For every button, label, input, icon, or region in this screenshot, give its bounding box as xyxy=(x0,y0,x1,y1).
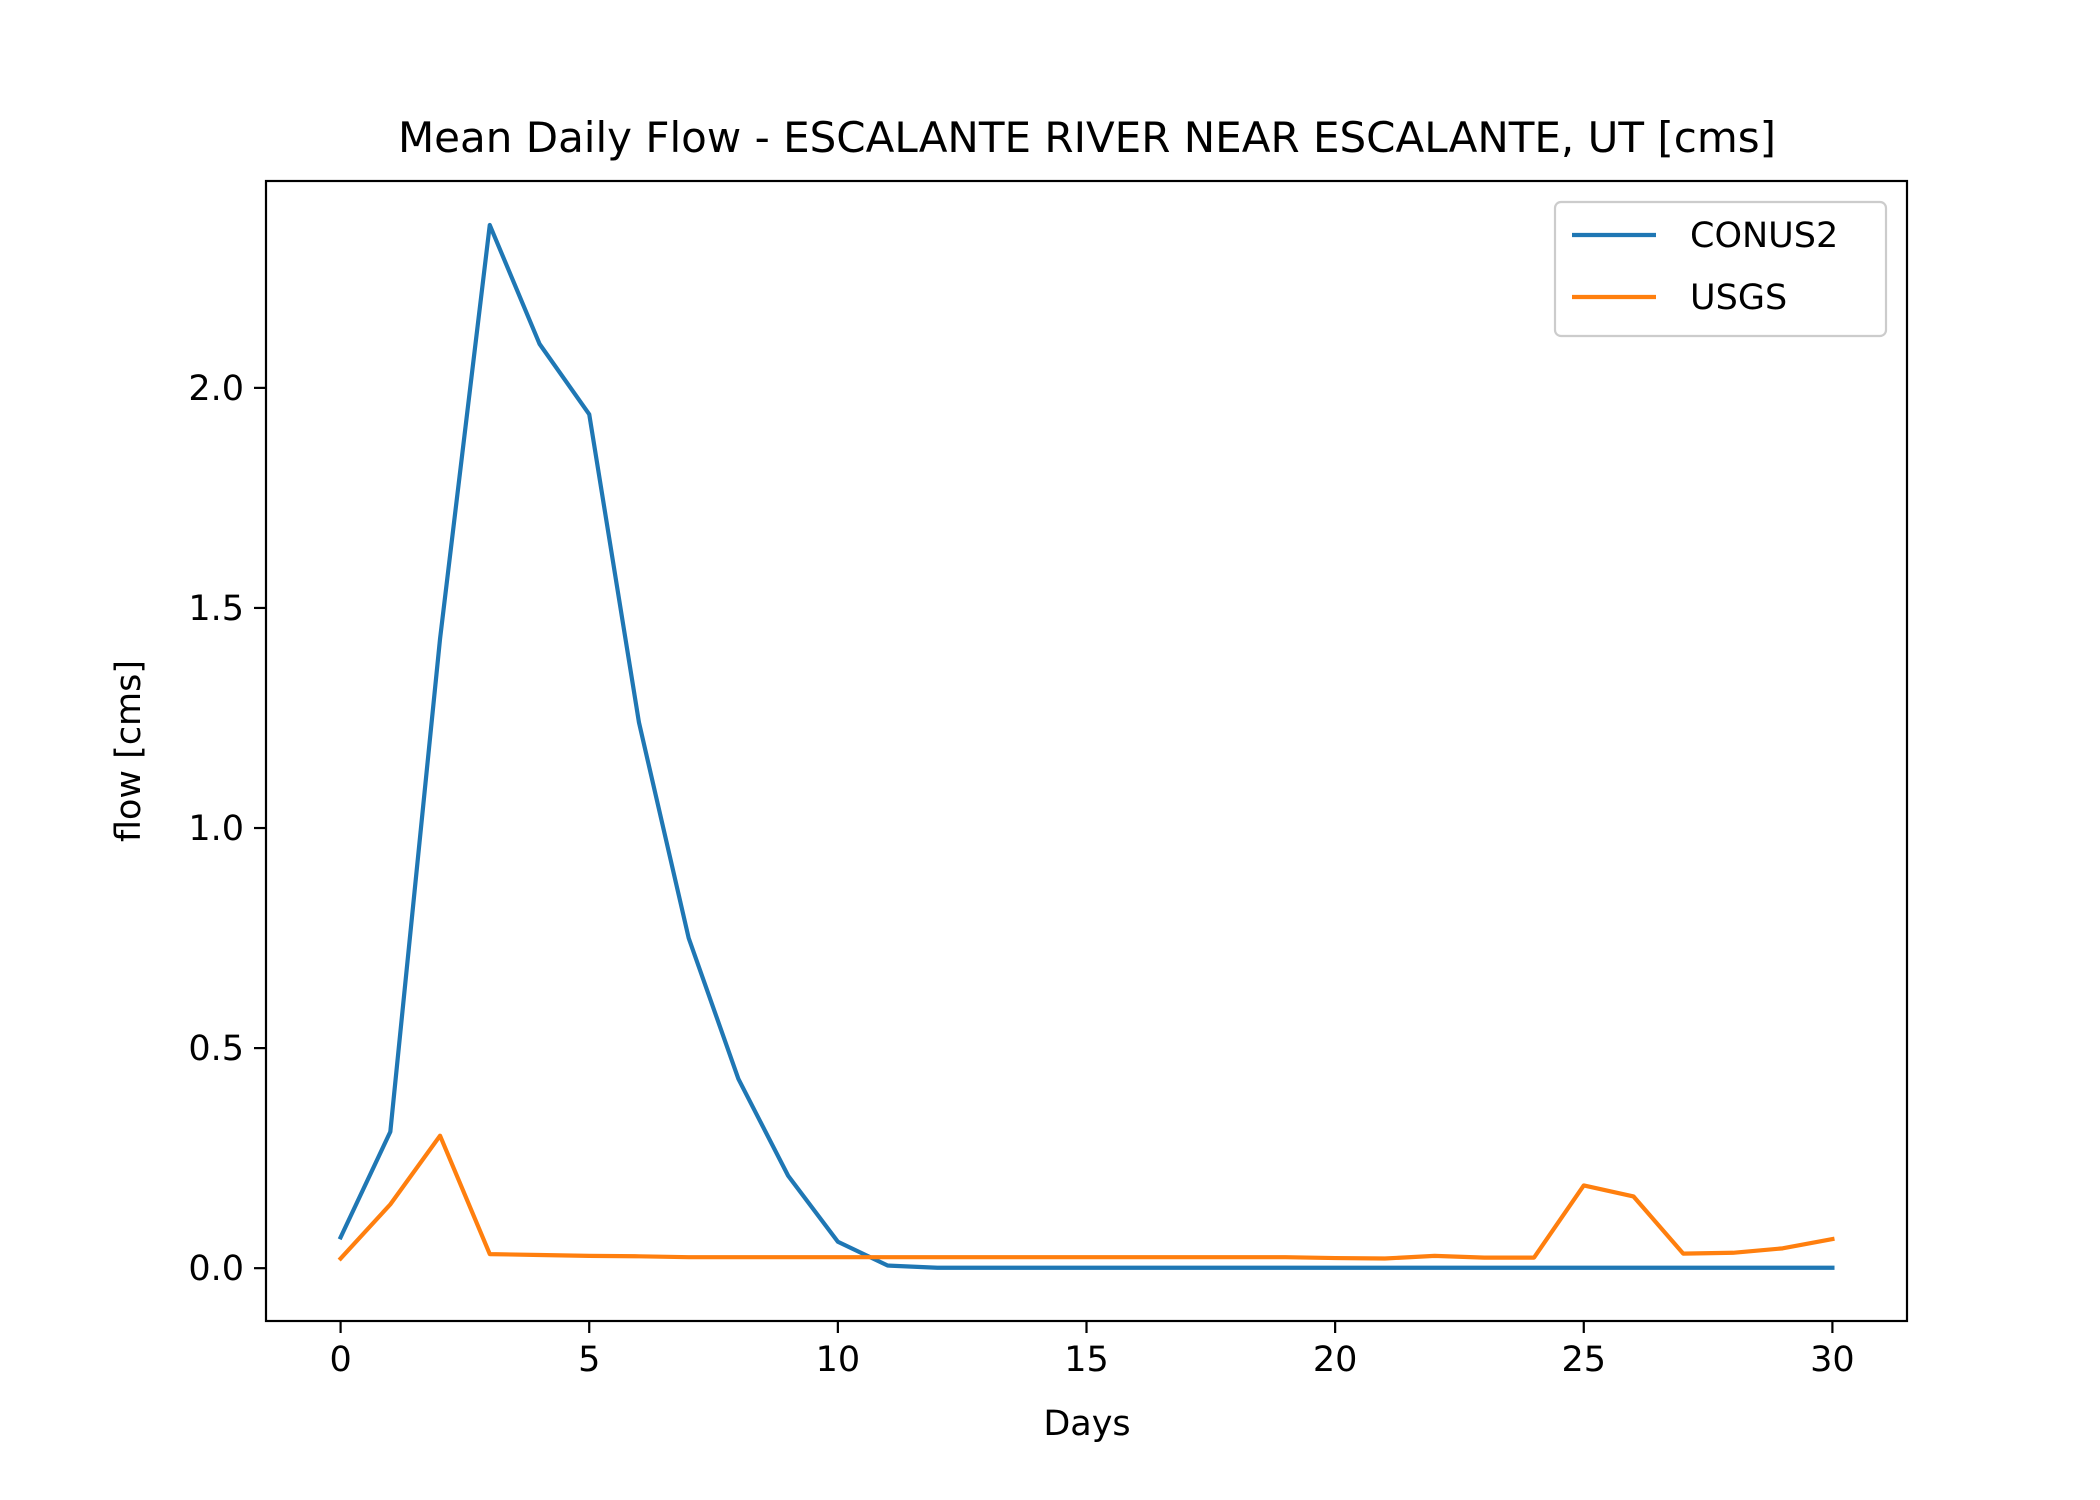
y-tick-label: 1.5 xyxy=(188,589,244,629)
x-axis: 0 5 10 15 20 25 30 xyxy=(329,1321,1855,1380)
series-line-usgs xyxy=(337,1133,1835,1262)
chart-title: Mean Daily Flow - ESCALANTE RIVER NEAR E… xyxy=(398,113,1776,162)
x-tick-label: 10 xyxy=(816,1340,861,1380)
legend-label-usgs: USGS xyxy=(1690,278,1787,318)
y-tick-label: 0.0 xyxy=(188,1249,244,1289)
x-tick-label: 5 xyxy=(578,1340,600,1380)
y-tick-label: 0.5 xyxy=(188,1029,244,1069)
series-line-conus2 xyxy=(337,222,1835,1270)
series-layer xyxy=(337,222,1835,1270)
x-tick-label: 0 xyxy=(329,1340,351,1380)
legend-items: CONUS2 USGS xyxy=(1572,216,1838,318)
y-axis: 0.0 0.5 1.0 1.5 2.0 xyxy=(188,369,266,1289)
y-axis-label: flow [cms] xyxy=(109,660,149,842)
x-tick-label: 25 xyxy=(1561,1340,1606,1380)
x-axis-label: Days xyxy=(1043,1404,1130,1444)
x-tick-label: 20 xyxy=(1313,1340,1358,1380)
legend: CONUS2 USGS xyxy=(1553,200,1888,338)
legend-label-conus2: CONUS2 xyxy=(1690,216,1838,256)
x-tick-label: 30 xyxy=(1810,1340,1855,1380)
y-tick-label: 1.0 xyxy=(188,809,244,849)
x-tick-label: 15 xyxy=(1064,1340,1109,1380)
y-tick-label: 2.0 xyxy=(188,369,244,409)
